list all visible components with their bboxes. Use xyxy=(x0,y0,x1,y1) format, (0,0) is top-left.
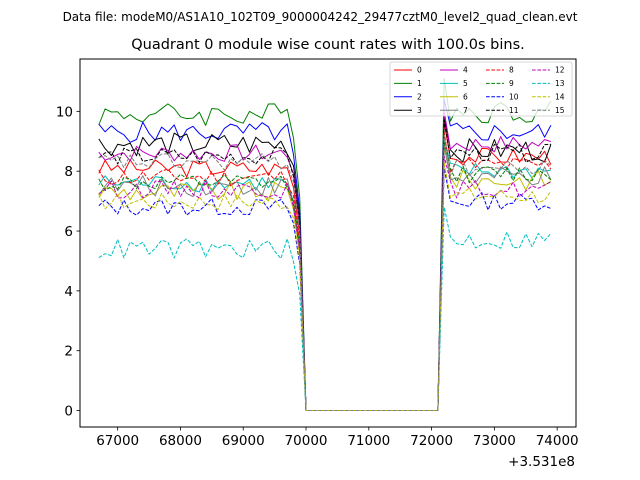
legend-label-15: 15 xyxy=(555,106,565,115)
y-tick-label: 0 xyxy=(64,404,73,420)
legend-label-3: 3 xyxy=(417,106,422,115)
chart-title: Quadrant 0 module wise count rates with … xyxy=(131,37,525,53)
legend-label-13: 13 xyxy=(555,79,565,88)
legend-label-7: 7 xyxy=(463,106,468,115)
x-tick-label: 72000 xyxy=(410,433,453,449)
series-line-module-0 xyxy=(98,122,552,411)
x-tick-label: 74000 xyxy=(536,433,579,449)
series-line-module-13 xyxy=(98,206,552,411)
series-line-module-4 xyxy=(98,110,552,411)
series-line-module-15 xyxy=(98,134,552,411)
series-line-module-8 xyxy=(98,131,552,411)
x-tick-label: 67000 xyxy=(96,433,139,449)
axes-frame xyxy=(79,58,577,428)
legend-label-8: 8 xyxy=(509,66,514,75)
legend-label-6: 6 xyxy=(463,93,468,102)
series-line-module-9 xyxy=(98,140,552,411)
x-axis-offset-label: +3.531e8 xyxy=(508,454,575,470)
series-line-module-10 xyxy=(98,167,552,411)
legend-label-1: 1 xyxy=(417,79,422,88)
y-tick-label: 6 xyxy=(64,224,73,240)
legend-label-2: 2 xyxy=(417,93,422,102)
x-tick-label: 68000 xyxy=(159,433,202,449)
x-tick-label: 71000 xyxy=(347,433,390,449)
figure-suptitle: Data file: modeM0/AS1A10_102T09_90000042… xyxy=(63,10,578,24)
legend-label-10: 10 xyxy=(509,93,519,102)
series-line-module-3 xyxy=(98,116,552,411)
y-tick-label: 10 xyxy=(56,104,73,120)
y-tick-label: 2 xyxy=(64,344,73,360)
legend-label-14: 14 xyxy=(555,93,565,102)
legend-box xyxy=(389,61,573,117)
y-tick-label: 4 xyxy=(64,284,73,300)
x-tick-label: 69000 xyxy=(222,433,265,449)
y-tick-label: 8 xyxy=(64,164,73,180)
legend-label-5: 5 xyxy=(463,79,468,88)
y-axis: 0 2 4 6 8 10 xyxy=(56,104,80,420)
legend-label-9: 9 xyxy=(509,79,514,88)
x-axis: 67000 68000 69000 70000 71000 72000 73000 74000 xyxy=(96,427,579,449)
series-line-module-2 xyxy=(98,98,552,411)
legend-label-4: 4 xyxy=(463,66,468,75)
series-line-module-14 xyxy=(98,161,552,411)
series-layer xyxy=(98,77,552,411)
x-tick-label: 73000 xyxy=(473,433,516,449)
legend-label-12: 12 xyxy=(555,66,565,75)
legend-label-0: 0 xyxy=(417,66,422,75)
x-tick-label: 70000 xyxy=(285,433,328,449)
legend-label-11: 11 xyxy=(509,106,519,115)
